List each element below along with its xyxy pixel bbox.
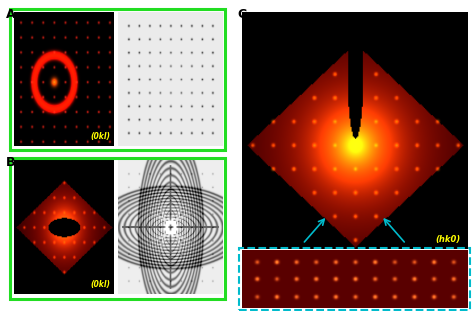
- Text: (0kl): (0kl): [91, 132, 111, 141]
- Text: B: B: [6, 156, 15, 169]
- Text: (0kl): (0kl): [91, 280, 111, 289]
- Text: C: C: [237, 8, 246, 21]
- Text: (hk0): (hk0): [435, 235, 460, 244]
- Text: A: A: [6, 8, 15, 21]
